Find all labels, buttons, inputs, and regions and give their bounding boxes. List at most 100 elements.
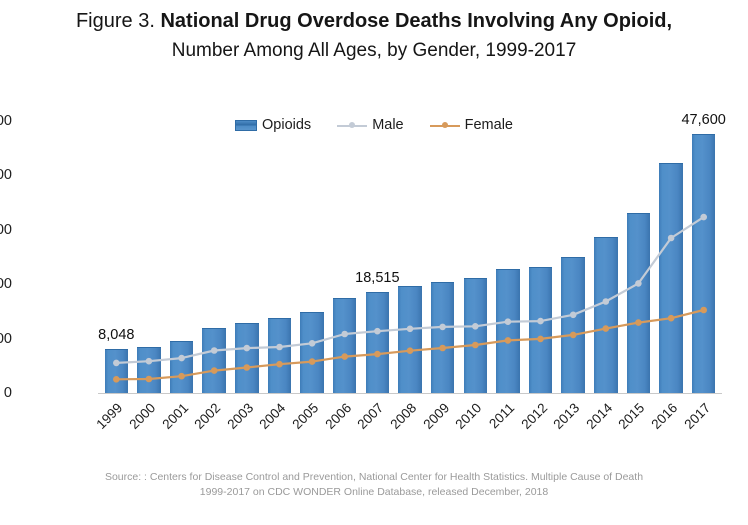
line-series-female <box>112 306 708 383</box>
x-axis-tick-1999: 1999 <box>93 400 126 433</box>
x-axis-tick-2012: 2012 <box>517 400 550 433</box>
point-female-2011 <box>504 337 512 344</box>
point-female-2009 <box>439 344 446 352</box>
plot-area <box>100 121 720 393</box>
point-female-2014 <box>602 325 610 332</box>
point-male-2012 <box>537 317 544 325</box>
bar-2012 <box>528 266 553 393</box>
point-female-2017 <box>700 306 708 314</box>
point-female-2004 <box>276 360 283 368</box>
x-axis-tick-2015: 2015 <box>615 400 648 433</box>
x-axis-tick-2005: 2005 <box>289 400 322 433</box>
bar-2006 <box>332 297 357 393</box>
bar-2016 <box>659 163 683 393</box>
figure-number: Figure 3. <box>75 10 155 32</box>
bar-2017 <box>691 134 716 393</box>
bar-2010 <box>463 278 487 393</box>
point-female-2010 <box>472 341 479 349</box>
source-footnote: Source: : Centers for Disease Control an… <box>0 470 748 500</box>
point-male-2017 <box>700 213 708 221</box>
bar-2009 <box>430 281 455 393</box>
point-male-2010 <box>472 323 479 330</box>
point-female-2008 <box>406 347 414 354</box>
x-axis-tick-2011: 2011 <box>486 400 518 432</box>
x-axis-tick-2008: 2008 <box>387 400 420 433</box>
x-axis-tick-2016: 2016 <box>648 400 681 433</box>
point-male-2013 <box>569 311 577 319</box>
chart-title-block: Figure 3. National Drug Overdose Deaths … <box>0 6 748 66</box>
point-male-2007 <box>374 327 381 335</box>
point-male-2015 <box>635 280 642 287</box>
chart-subtitle: Number Among All Ages, by Gender, 1999-2… <box>171 40 577 61</box>
line-series-group <box>112 213 708 383</box>
point-male-1999 <box>112 359 120 367</box>
bar-2008 <box>398 286 422 393</box>
y-axis-tick-50000: 50,000 <box>0 113 12 129</box>
point-female-2003 <box>243 364 251 371</box>
point-male-2005 <box>308 340 316 347</box>
x-axis-tick-2003: 2003 <box>224 400 257 433</box>
point-female-2012 <box>537 335 544 343</box>
point-female-2015 <box>635 319 642 326</box>
x-axis-tick-2000: 2000 <box>126 400 159 433</box>
y-axis-tick-20000: 20,000 <box>0 276 12 293</box>
bar-series-opioids <box>100 121 720 393</box>
bar-2002 <box>202 328 226 393</box>
bar-2001 <box>169 341 194 393</box>
point-male-2011 <box>504 318 512 325</box>
point-female-2006 <box>341 353 348 360</box>
y-axis-tick-40000: 40,000 <box>0 167 12 184</box>
y-axis-tick-30000: 30,000 <box>0 221 12 238</box>
point-female-2002 <box>210 367 218 374</box>
bar-2014 <box>594 237 618 393</box>
point-female-2007 <box>374 350 381 358</box>
bar-2005 <box>300 311 324 393</box>
line-series-male <box>112 213 708 367</box>
x-axis-tick-2001: 2001 <box>159 400 191 433</box>
data-label-2007: 18,515 <box>355 270 400 287</box>
point-male-2006 <box>341 330 348 338</box>
x-axis-tick-2007: 2007 <box>354 400 387 433</box>
data-label-1999: 8,048 <box>98 327 135 344</box>
source-footnote-line-1: Source: : Centers for Disease Control an… <box>104 471 644 483</box>
point-male-2008 <box>406 325 414 333</box>
x-axis-tick-2004: 2004 <box>256 400 289 433</box>
x-axis-tick-2013: 2013 <box>550 400 583 433</box>
point-male-2002 <box>210 347 218 354</box>
point-male-2001 <box>178 354 185 362</box>
y-axis-labels: 0 10,000 20,000 30,000 40,000 50,000 <box>0 0 100 525</box>
bar-2003 <box>235 322 259 393</box>
point-female-2000 <box>145 375 153 383</box>
y-axis-tick-10000: 10,000 <box>0 330 12 347</box>
point-female-1999 <box>112 375 120 383</box>
bar-2000 <box>137 347 161 393</box>
x-axis-line <box>98 393 722 394</box>
x-axis-tick-2014: 2014 <box>583 400 616 433</box>
point-female-2001 <box>178 372 185 380</box>
data-label-2017: 47,600 <box>681 112 726 129</box>
x-axis-tick-2017: 2017 <box>681 400 713 433</box>
bar-2015 <box>626 213 651 393</box>
bar-2007 <box>365 292 390 393</box>
x-axis-tick-2010: 2010 <box>452 400 485 433</box>
point-male-2003 <box>243 344 251 352</box>
point-male-2004 <box>276 343 283 351</box>
bar-2011 <box>496 269 520 393</box>
x-axis-tick-2002: 2002 <box>191 400 224 433</box>
point-male-2016 <box>667 234 675 242</box>
point-female-2005 <box>308 358 316 365</box>
x-axis-tick-2009: 2009 <box>420 400 452 433</box>
chart-title-main: National Drug Overdose Deaths Involving … <box>160 10 673 32</box>
source-footnote-line-2: 1999-2017 on CDC WONDER Online Database,… <box>199 486 549 498</box>
point-male-2000 <box>145 357 153 365</box>
bar-1999 <box>104 349 129 393</box>
chart-title-line-1: Figure 3. National Drug Overdose Deaths … <box>0 6 748 36</box>
point-male-2014 <box>602 298 610 305</box>
y-axis-tick-0: 0 <box>3 385 12 401</box>
point-male-2009 <box>439 323 446 331</box>
point-female-2013 <box>569 331 577 339</box>
point-female-2016 <box>667 314 675 322</box>
bar-2013 <box>561 256 585 393</box>
